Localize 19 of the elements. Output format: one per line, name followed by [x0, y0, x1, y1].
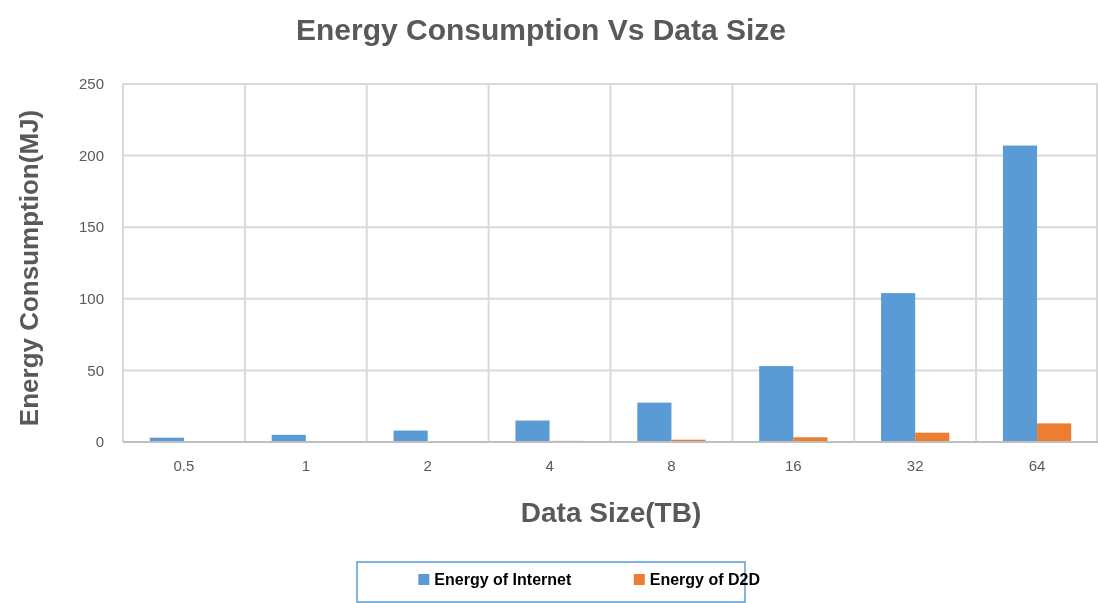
x-tick-label: 0.5 — [173, 457, 195, 474]
x-tick-label: 4 — [545, 457, 554, 474]
y-axis-title: Energy Consumption(MJ) — [14, 109, 44, 427]
chart-title: Energy Consumption Vs Data Size — [295, 13, 787, 46]
y-tick-label: 0 — [95, 433, 104, 451]
x-tick-label: 32 — [906, 457, 924, 474]
x-tick-label: 16 — [784, 457, 802, 474]
x-axis-title: Data Size(TB) — [520, 497, 702, 528]
x-tick-label: 2 — [423, 457, 432, 474]
y-tick-label: 100 — [78, 290, 104, 308]
legend-label: Energy of D2D — [649, 571, 760, 588]
x-tick-label: 1 — [301, 457, 310, 474]
x-tick-label: 64 — [1028, 457, 1046, 474]
legend-label: Energy of Internet — [434, 571, 572, 588]
y-tick-label: 250 — [78, 75, 104, 93]
y-tick-label: 50 — [87, 361, 104, 379]
y-tick-label: 200 — [78, 146, 104, 164]
x-tick-label: 8 — [667, 457, 676, 474]
y-tick-label: 150 — [78, 218, 104, 236]
